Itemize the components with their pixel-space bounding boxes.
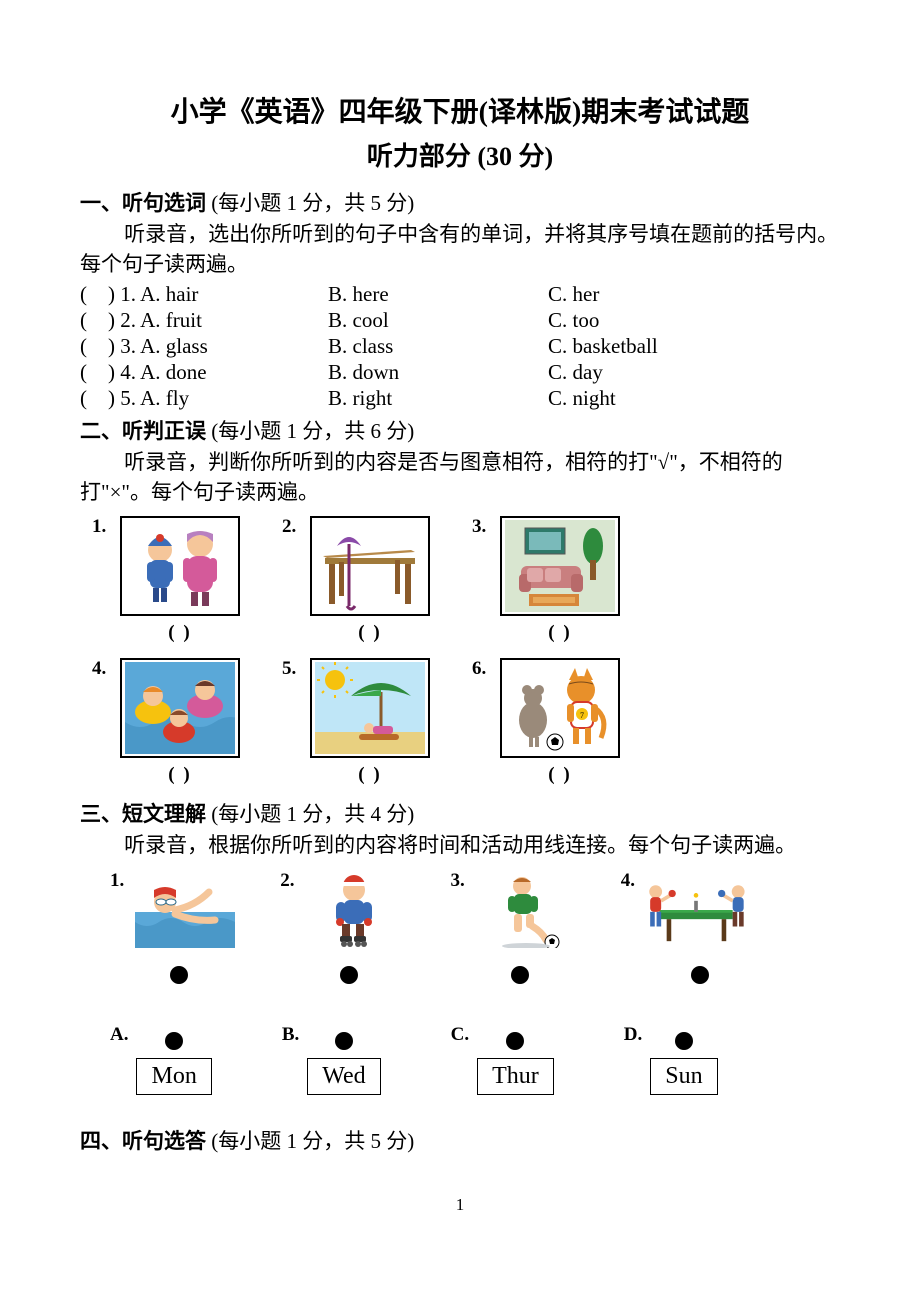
s3-item: 1. xyxy=(110,870,240,984)
s3-day: B. Wed xyxy=(282,1024,381,1095)
s3-heading-text: 三、短文理解 xyxy=(80,802,206,826)
mcq-paren: ( xyxy=(80,282,108,307)
mcq-b: B. here xyxy=(328,282,548,307)
picture-icon xyxy=(310,658,430,758)
activity-icon xyxy=(641,870,751,950)
s1-instructions: 听录音，选出你所听到的句子中含有的单词，并将其序号填在题前的括号内。每个句子读两… xyxy=(80,219,840,280)
picture-icon xyxy=(310,516,430,616)
s2-num: 1. xyxy=(92,516,106,538)
s3-item: 4. xyxy=(621,870,751,984)
s3-bottom-row: A. Mon B. Wed C. Thur D. Sun xyxy=(80,1024,840,1095)
mcq-row: ( ) 5. A. fly B. right C. night xyxy=(80,386,840,411)
page-title: 小学《英语》四年级下册(译林版)期末考试试题 xyxy=(80,90,840,130)
s3-item: 3. xyxy=(451,870,581,984)
s4-heading: 四、听句选答 (每小题 1 分，共 5 分) xyxy=(80,1125,840,1155)
mcq-row: ( ) 3. A. glass B. class C. basketball xyxy=(80,334,840,359)
picture-icon xyxy=(500,516,620,616)
s2-scoring: (每小题 1 分，共 6 分) xyxy=(211,419,414,443)
s2-row-2: 4. ( ) 5. xyxy=(80,658,840,786)
connector-dot xyxy=(511,966,529,984)
connector-dot xyxy=(675,1032,693,1050)
s2-row-1: 1. xyxy=(80,516,840,644)
s1-heading-text: 一、听句选词 xyxy=(80,191,206,215)
connector-dot xyxy=(335,1032,353,1050)
s1-mcq-list: ( ) 1. A. hair B. here C. her ( ) 2. A. … xyxy=(80,282,840,411)
connector-dot xyxy=(506,1032,524,1050)
s2-answer-blank: ( ) xyxy=(168,622,191,644)
day-label: Thur xyxy=(477,1058,554,1095)
s3-instructions: 听录音，根据你所听到的内容将时间和活动用线连接。每个句子读两遍。 xyxy=(80,830,840,860)
mcq-c: C. her xyxy=(548,282,840,307)
page-subtitle: 听力部分 (30 分) xyxy=(80,136,840,173)
s3-day: D. Sun xyxy=(624,1024,718,1095)
picture-icon xyxy=(120,658,240,758)
s2-item: 2. ( ) xyxy=(310,516,430,644)
s2-heading: 二、听判正误 (每小题 1 分，共 6 分) xyxy=(80,415,840,445)
s4-heading-text: 四、听句选答 xyxy=(80,1129,206,1153)
page-number: 1 xyxy=(80,1195,840,1215)
s3-item: 2. xyxy=(280,870,410,984)
mcq-row: ( ) 2. A. fruit B. cool C. too xyxy=(80,308,840,333)
connector-dot xyxy=(170,966,188,984)
s2-item: 4. ( ) xyxy=(120,658,240,786)
picture-icon xyxy=(120,516,240,616)
s2-item: 6. 7 xyxy=(500,658,620,786)
s2-instructions: 听录音，判断你所听到的内容是否与图意相符，相符的打"√"，不相符的打"×"。每个… xyxy=(80,447,840,508)
picture-icon: 7 xyxy=(500,658,620,758)
activity-icon xyxy=(301,870,411,950)
mcq-row: ( ) 4. A. done B. down C. day xyxy=(80,360,840,385)
connector-dot xyxy=(340,966,358,984)
s3-heading: 三、短文理解 (每小题 1 分，共 4 分) xyxy=(80,798,840,828)
day-label: Sun xyxy=(650,1058,717,1095)
s1-heading: 一、听句选词 (每小题 1 分，共 5 分) xyxy=(80,187,840,217)
s2-item: 5. xyxy=(310,658,430,786)
s1-scoring: (每小题 1 分，共 5 分) xyxy=(211,191,414,215)
s4-scoring: (每小题 1 分，共 5 分) xyxy=(211,1129,414,1153)
s2-item: 3. ( ) xyxy=(500,516,620,644)
activity-icon xyxy=(471,870,581,950)
mcq-row: ( ) 1. A. hair B. here C. her xyxy=(80,282,840,307)
day-label: Wed xyxy=(307,1058,380,1095)
s3-day: A. Mon xyxy=(110,1024,212,1095)
mcq-a: ) 1. A. hair xyxy=(108,282,328,307)
connector-dot xyxy=(165,1032,183,1050)
s2-item: 1. xyxy=(120,516,240,644)
s3-day: C. Thur xyxy=(451,1024,554,1095)
connector-dot xyxy=(691,966,709,984)
s3-top-row: 1. 2. xyxy=(80,870,840,984)
day-label: Mon xyxy=(136,1058,211,1095)
svg-text:7: 7 xyxy=(580,711,584,720)
s2-heading-text: 二、听判正误 xyxy=(80,419,206,443)
activity-icon xyxy=(130,870,240,950)
s3-scoring: (每小题 1 分，共 4 分) xyxy=(211,802,414,826)
